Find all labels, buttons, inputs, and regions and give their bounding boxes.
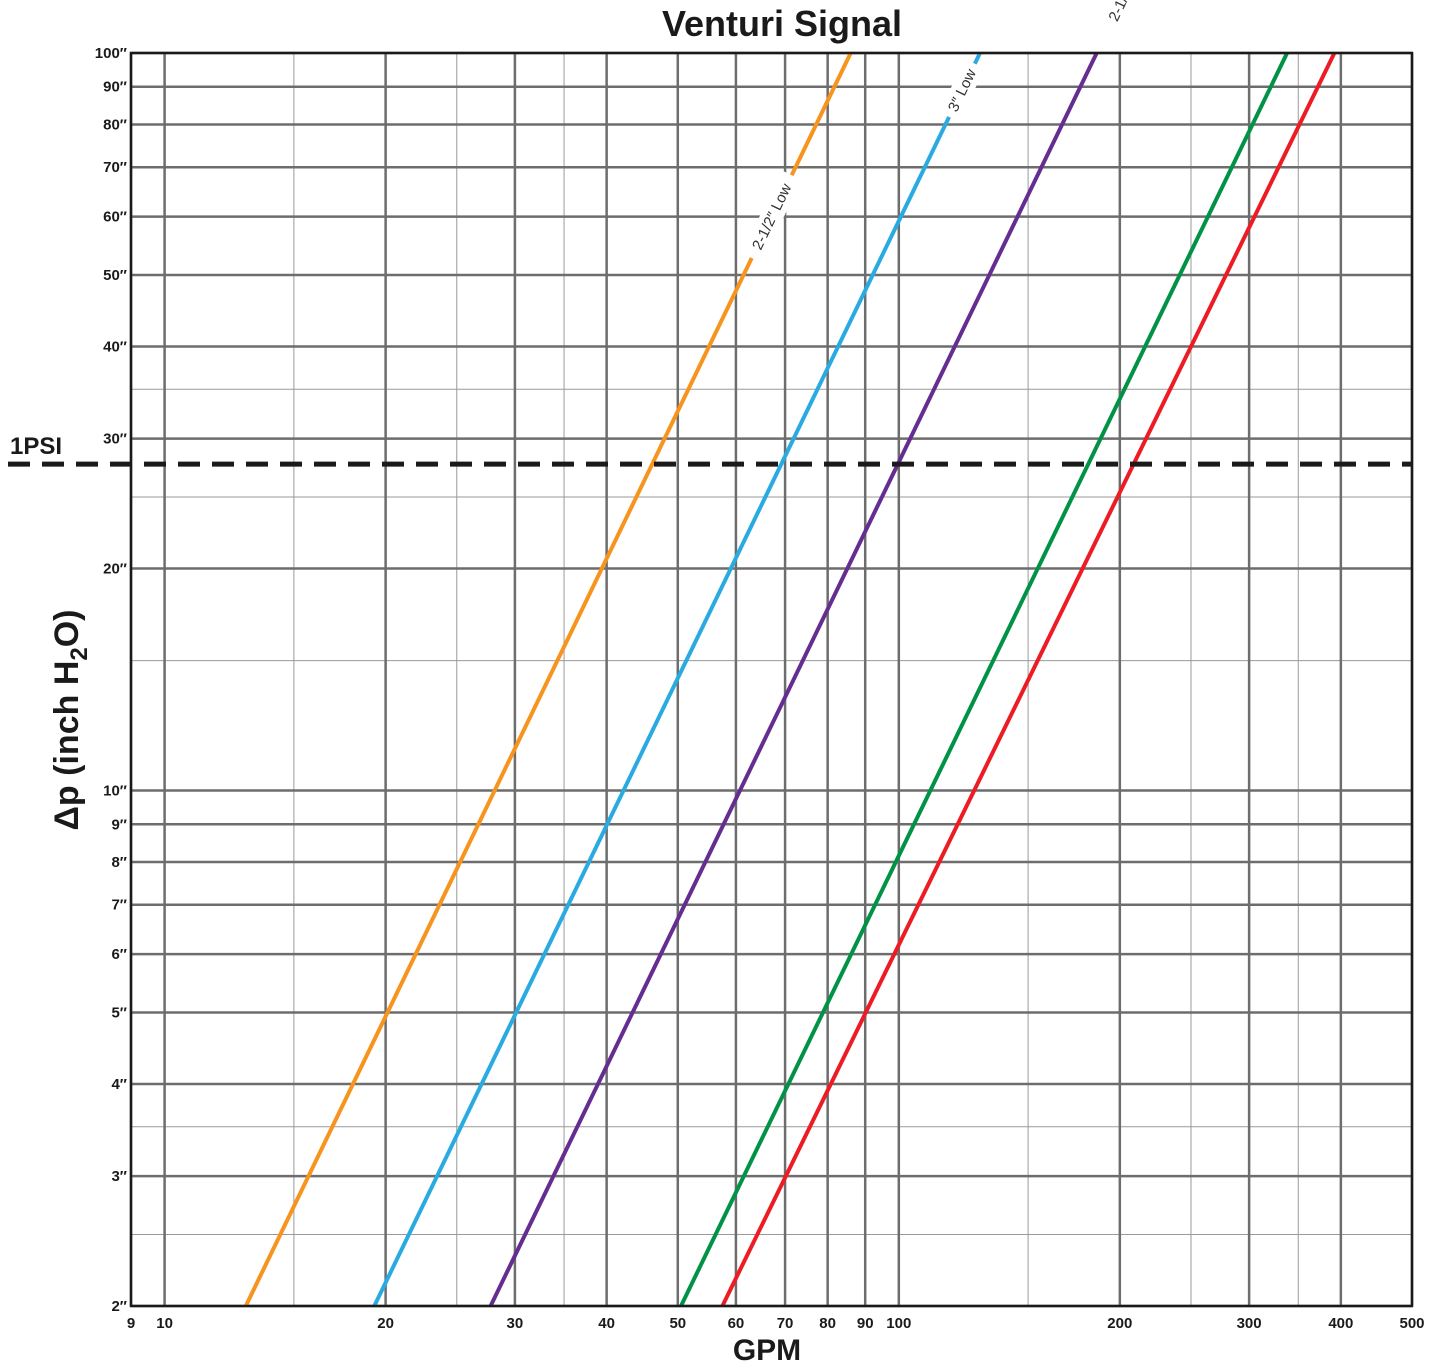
y-tick-label: 3″ (111, 1168, 127, 1185)
series-label-background (939, 58, 985, 122)
chart-title: Venturi Signal (662, 3, 902, 44)
x-tick-label: 100 (886, 1315, 911, 1332)
y-tick-label: 4″ (111, 1076, 127, 1093)
series-label: 2-1/2″ High (1105, 0, 1153, 24)
y-tick-label: 6″ (111, 946, 127, 963)
x-tick-label: 10 (156, 1315, 173, 1332)
series-label-background (1097, 0, 1161, 37)
y-tick-label: 7″ (111, 897, 127, 914)
x-tick-label: 60 (728, 1315, 745, 1332)
y-axis-label-subscript: 2 (66, 647, 93, 660)
y-tick-label: 8″ (111, 854, 127, 871)
y-axis-label-suffix: O) (48, 609, 86, 647)
x-tick-label: 20 (377, 1315, 394, 1332)
x-tick-label: 50 (669, 1315, 686, 1332)
x-tick-label: 40 (598, 1315, 615, 1332)
x-tick-label: 90 (857, 1315, 874, 1332)
y-tick-label: 2″ (111, 1298, 127, 1315)
y-tick-label: 100″ (95, 45, 127, 62)
y-tick-label: 60″ (103, 209, 127, 226)
series-label-group: 2-1/2″ High (1097, 0, 1161, 37)
y-tick-label: 30″ (103, 431, 127, 448)
y-tick-label: 5″ (111, 1005, 127, 1022)
x-tick-label: 300 (1237, 1315, 1262, 1332)
plot-frame (129, 51, 1414, 1308)
y-tick-label: 20″ (103, 560, 127, 577)
tick-labels: 9 10 20 30 40 50 60 70 80 90 100 200 300 400 500 2″ 3″ 4″… (95, 45, 1425, 1332)
x-tick-label: 9 (127, 1315, 135, 1332)
x-tick-label: 30 (507, 1315, 524, 1332)
series-line (679, 52, 1289, 1307)
series-lines (243, 52, 1337, 1307)
series-line (720, 52, 1337, 1307)
y-tick-label: 50″ (103, 267, 127, 284)
x-tick-label: 500 (1399, 1315, 1424, 1332)
y-axis-label: Δp (inch H2O) (48, 609, 93, 830)
reference-line-label: 1PSI (10, 433, 62, 460)
y-axis-label-prefix: Δp (inch H (48, 661, 86, 831)
x-tick-label: 80 (819, 1315, 836, 1332)
y-tick-label: 80″ (103, 116, 127, 133)
x-axis-label: GPM (733, 1334, 801, 1367)
y-tick-label: 90″ (103, 79, 127, 96)
x-tick-label: 200 (1107, 1315, 1132, 1332)
series-label-background (741, 170, 802, 263)
reference-lines: 1PSI (8, 433, 1412, 467)
y-tick-label: 10″ (103, 783, 127, 800)
y-tick-label: 40″ (103, 338, 127, 355)
x-tick-label: 70 (777, 1315, 794, 1332)
series-line (372, 52, 982, 1307)
y-tick-label: 9″ (111, 816, 127, 833)
y-tick-label: 70″ (103, 159, 127, 176)
series-line (243, 52, 853, 1307)
series-label-group: 3″ Low (939, 58, 985, 122)
series-line (488, 52, 1099, 1307)
x-tick-label: 400 (1328, 1315, 1353, 1332)
